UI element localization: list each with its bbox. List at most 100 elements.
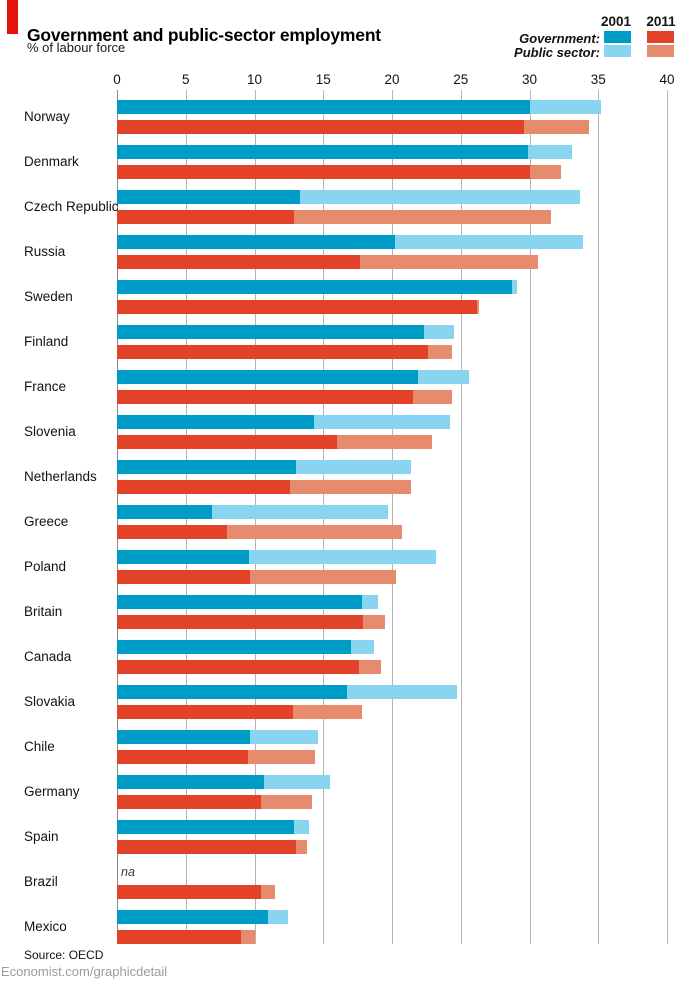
country-row-czech-republic: Czech Republic bbox=[0, 190, 700, 224]
segment-public-sector-2011 bbox=[261, 795, 313, 809]
country-row-canada: Canada bbox=[0, 640, 700, 674]
segment-government-2001 bbox=[117, 190, 300, 204]
country-label-brazil: Brazil bbox=[24, 874, 58, 889]
bar-2011-spain bbox=[117, 840, 307, 854]
legend-label-public-sector: Public sector: bbox=[514, 45, 600, 60]
x-tick-label-30: 30 bbox=[521, 72, 538, 87]
x-tick-label-10: 10 bbox=[246, 72, 263, 87]
bar-2011-mexico bbox=[117, 930, 255, 944]
segment-public-sector-2001 bbox=[528, 145, 573, 159]
bar-2011-slovakia bbox=[117, 705, 362, 719]
bar-2001-czech-republic bbox=[117, 190, 581, 204]
segment-government-2011 bbox=[117, 435, 337, 449]
bar-2001-greece bbox=[117, 505, 388, 519]
segment-government-2011 bbox=[117, 480, 291, 494]
country-row-norway: Norway bbox=[0, 100, 700, 134]
segment-public-sector-2011 bbox=[363, 615, 386, 629]
na-label-brazil: na bbox=[121, 865, 135, 879]
bar-2001-germany bbox=[117, 775, 331, 789]
bar-2001-norway bbox=[117, 100, 601, 114]
country-label-slovenia: Slovenia bbox=[24, 424, 76, 439]
segment-public-sector-2011 bbox=[290, 480, 412, 494]
segment-public-sector-2011 bbox=[337, 435, 432, 449]
segment-public-sector-2011 bbox=[250, 570, 397, 584]
bar-2011-slovenia bbox=[117, 435, 432, 449]
page-title: Government and public-sector employment bbox=[27, 24, 381, 45]
segment-government-2011 bbox=[117, 570, 251, 584]
segment-public-sector-2011 bbox=[412, 390, 453, 404]
country-row-slovenia: Slovenia bbox=[0, 415, 700, 449]
segment-public-sector-2011 bbox=[227, 525, 402, 539]
segment-public-sector-2001 bbox=[295, 460, 412, 474]
x-tick-label-40: 40 bbox=[659, 72, 675, 87]
country-row-slovakia: Slovakia bbox=[0, 685, 700, 719]
legend-year-2001: 2001 bbox=[600, 14, 632, 29]
segment-government-2001 bbox=[117, 460, 296, 474]
country-label-poland: Poland bbox=[24, 559, 67, 574]
segment-government-2011 bbox=[117, 300, 478, 314]
country-row-russia: Russia bbox=[0, 235, 700, 269]
bar-2011-chile bbox=[117, 750, 315, 764]
bar-2001-denmark bbox=[117, 145, 573, 159]
segment-government-2001 bbox=[117, 910, 269, 924]
country-row-netherlands: Netherlands bbox=[0, 460, 700, 494]
source-note: Source: OECD bbox=[24, 948, 104, 962]
bar-2001-slovenia bbox=[117, 415, 450, 429]
segment-public-sector-2001 bbox=[529, 100, 601, 114]
segment-public-sector-2001 bbox=[211, 505, 388, 519]
bar-2011-netherlands bbox=[117, 480, 412, 494]
country-label-czech-republic: Czech Republic bbox=[24, 199, 119, 214]
bar-2001-slovakia bbox=[117, 685, 457, 699]
country-row-spain: Spain bbox=[0, 820, 700, 854]
country-row-finland: Finland bbox=[0, 325, 700, 359]
segment-government-2011 bbox=[117, 345, 428, 359]
country-label-netherlands: Netherlands bbox=[24, 469, 97, 484]
bar-2001-netherlands bbox=[117, 460, 412, 474]
bar-2011-norway bbox=[117, 120, 589, 134]
segment-public-sector-2001 bbox=[268, 910, 288, 924]
credit-line: Economist.com/graphicdetail bbox=[1, 964, 168, 979]
bar-2011-canada bbox=[117, 660, 381, 674]
segment-public-sector-2011 bbox=[240, 930, 255, 944]
bar-2011-denmark bbox=[117, 165, 562, 179]
segment-government-2011 bbox=[117, 885, 262, 899]
country-label-britain: Britain bbox=[24, 604, 63, 619]
segment-government-2011 bbox=[117, 525, 227, 539]
country-row-greece: Greece bbox=[0, 505, 700, 539]
country-row-chile: Chile bbox=[0, 730, 700, 764]
legend-swatch-government-2011 bbox=[647, 31, 674, 43]
bar-2001-sweden bbox=[117, 280, 518, 294]
bar-2001-poland bbox=[117, 550, 436, 564]
bar-2001-spain bbox=[117, 820, 310, 834]
bar-2001-canada bbox=[117, 640, 375, 654]
segment-government-2011 bbox=[117, 840, 296, 854]
segment-public-sector-2001 bbox=[249, 550, 436, 564]
segment-government-2011 bbox=[117, 390, 413, 404]
country-row-britain: Britain bbox=[0, 595, 700, 629]
bar-2001-finland bbox=[117, 325, 454, 339]
segment-public-sector-2011 bbox=[524, 120, 589, 134]
segment-government-2011 bbox=[117, 795, 262, 809]
segment-government-2001 bbox=[117, 685, 347, 699]
country-row-mexico: Mexico bbox=[0, 910, 700, 944]
bar-2011-brazil bbox=[117, 885, 276, 899]
segment-government-2011 bbox=[117, 660, 359, 674]
segment-government-2001 bbox=[117, 640, 351, 654]
bar-2011-britain bbox=[117, 615, 386, 629]
gridline-30 bbox=[529, 90, 531, 944]
segment-public-sector-2001 bbox=[313, 415, 450, 429]
segment-government-2011 bbox=[117, 165, 530, 179]
legend-swatch-public-2011 bbox=[647, 45, 674, 57]
bar-2011-russia bbox=[117, 255, 538, 269]
segment-public-sector-2011 bbox=[427, 345, 453, 359]
chart-subtitle: % of labour force bbox=[27, 40, 126, 55]
bar-2011-greece bbox=[117, 525, 402, 539]
bar-2001-russia bbox=[117, 235, 584, 249]
legend-label-government: Government: bbox=[519, 31, 600, 46]
segment-government-2001 bbox=[117, 820, 295, 834]
gridline-25 bbox=[460, 90, 462, 944]
country-label-slovakia: Slovakia bbox=[24, 694, 76, 709]
country-label-spain: Spain bbox=[24, 829, 59, 844]
segment-public-sector-2011 bbox=[295, 840, 307, 854]
